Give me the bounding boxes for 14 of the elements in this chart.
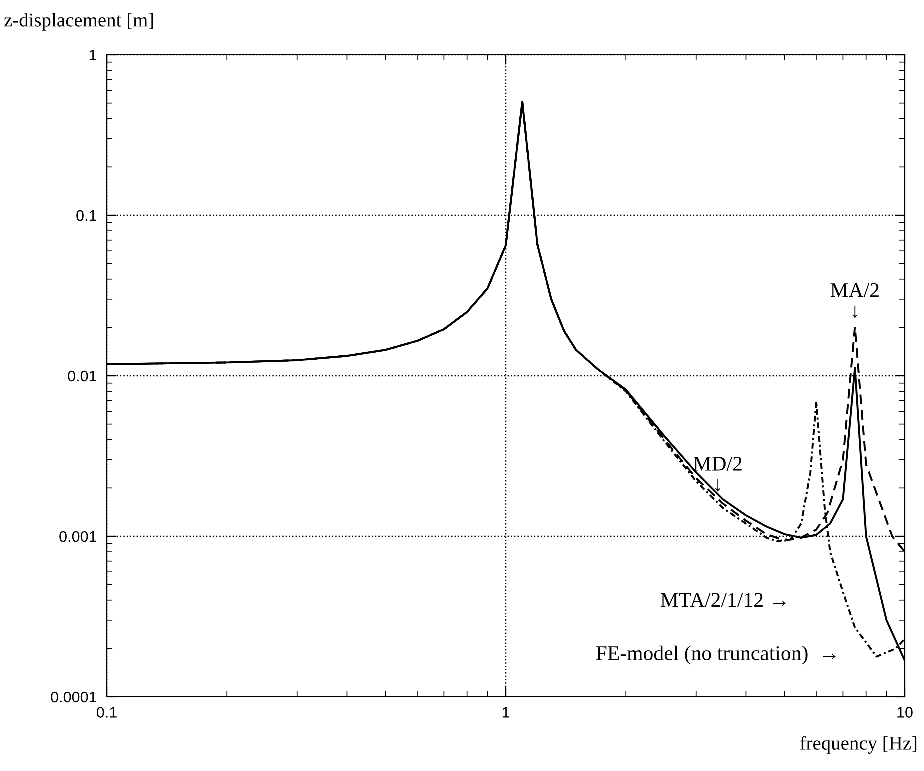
x-tick-label: 0.1	[96, 707, 117, 718]
annotation: MA/2 ↓	[830, 283, 879, 318]
x-tick-label: 10	[898, 707, 913, 718]
x-axis-title: frequency [Hz]	[800, 736, 917, 754]
y-tick-label: 0.01	[68, 370, 97, 382]
annotation: MD/2 ↓	[694, 456, 742, 492]
y-tick-label: 0.1	[76, 210, 97, 222]
annotation: FE-model (no truncation) →	[596, 646, 836, 665]
y-tick-label: 0.0001	[51, 692, 97, 703]
y-tick-label: 1	[90, 50, 97, 61]
annotation: MTA/2/1/12 →	[660, 593, 786, 608]
y-axis-title: z-displacement [m]	[4, 13, 154, 31]
y-tick-label: 0.001	[60, 531, 97, 542]
x-tick-label: 1	[502, 707, 510, 718]
